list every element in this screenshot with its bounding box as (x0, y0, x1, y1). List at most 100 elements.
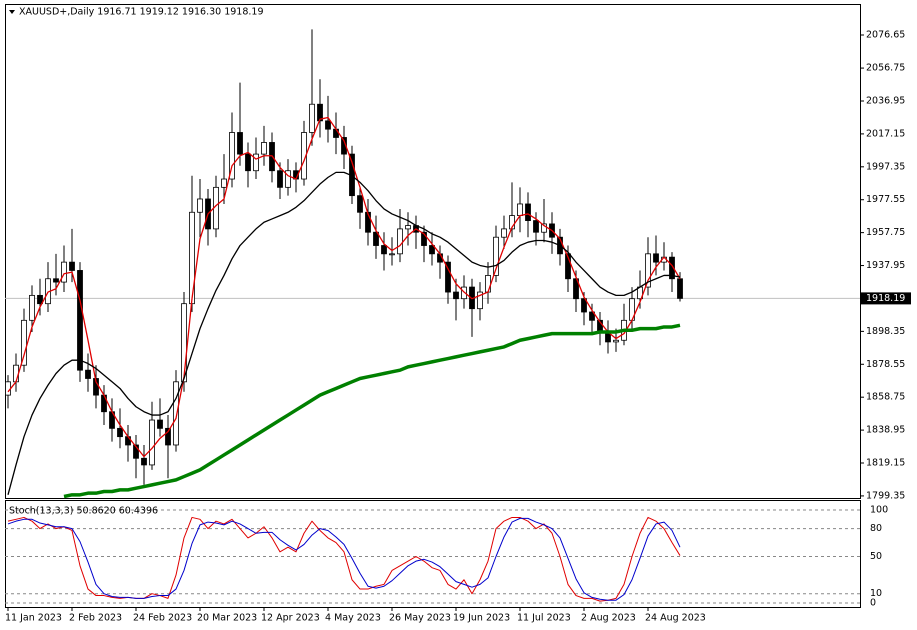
candle-body (501, 228, 507, 238)
y-tick-label: 1977.55 (866, 194, 905, 205)
candle-body (533, 220, 539, 233)
candle-body (21, 319, 27, 366)
candle-body (133, 444, 139, 459)
x-tick-label: 24 Aug 2023 (645, 613, 706, 624)
candle-body (445, 261, 451, 293)
y-tick-label: 1819.15 (866, 458, 905, 469)
candle-body (13, 364, 19, 383)
y-tick-label: 1799.35 (866, 490, 905, 501)
candle-body (253, 153, 259, 172)
candle-body (229, 132, 235, 180)
x-tick-label: 4 May 2023 (325, 613, 381, 624)
candle-body (157, 419, 163, 429)
candle-body (397, 228, 403, 255)
price-label-bg (861, 292, 911, 305)
x-tick-label: 11 Jan 2023 (5, 613, 62, 624)
candle-body (77, 270, 83, 371)
x-tick-label: 12 Apr 2023 (261, 613, 320, 624)
candle-body (429, 245, 435, 255)
candle-body (613, 339, 619, 343)
x-tick-label: 26 May 2023 (389, 613, 451, 624)
candle-body (493, 236, 499, 276)
moving-average (63, 323, 681, 499)
candle-body (165, 427, 171, 446)
candle-body (117, 427, 123, 438)
candle-body (541, 223, 547, 233)
candle-body (277, 170, 283, 188)
stoch-title: Stoch(13,3,3) 50.8620 60.4396 (9, 506, 158, 517)
y-tick-label: 0 (870, 598, 876, 609)
candle-body (333, 128, 339, 138)
candle-body (357, 195, 363, 213)
candle-body (69, 261, 75, 271)
y-tick-label: 100 (870, 505, 888, 516)
y-tick-label: 2056.75 (866, 63, 905, 74)
candle-body (197, 198, 203, 213)
candle-body (485, 275, 491, 293)
x-tick-label: 2 Aug 2023 (581, 613, 636, 624)
stoch-panel (5, 500, 861, 608)
candle-body (669, 256, 675, 280)
candle-body (181, 303, 187, 383)
moving-average (7, 116, 681, 458)
candle-body (477, 291, 483, 310)
candle-body (221, 178, 227, 188)
y-tick-label: 1957.75 (866, 227, 905, 238)
stoch-line (7, 517, 681, 601)
candle-body (581, 298, 587, 313)
x-tick-label: 19 Jun 2023 (453, 613, 510, 624)
x-tick-label: 2 Feb 2023 (69, 613, 122, 624)
candle-body (421, 231, 427, 246)
y-tick-label: 2036.95 (866, 95, 905, 106)
candle-body (309, 103, 315, 133)
candle-body (645, 253, 651, 288)
candle-body (653, 253, 659, 263)
candle-body (37, 294, 43, 305)
candle-body (405, 225, 411, 230)
x-tick-label: 24 Feb 2023 (133, 613, 192, 624)
y-tick-label: 1858.75 (866, 392, 905, 403)
candle-body (237, 132, 243, 155)
candle-body (677, 278, 683, 299)
candle-body (53, 278, 59, 283)
moving-average (7, 171, 681, 496)
y-tick-label: 2076.65 (866, 30, 905, 41)
candle-body (245, 153, 251, 172)
candle-body (85, 369, 91, 379)
plot-layer: 2076.65 2056.75 2036.95 2017.15 1997.35 1977.… (5, 29, 911, 624)
candle-body (453, 291, 459, 300)
candle-body (381, 245, 387, 255)
main-panel (5, 4, 861, 499)
y-tick-label: 1898.35 (866, 326, 905, 337)
y-tick-label: 1937.95 (866, 260, 905, 271)
candle-body (149, 419, 155, 466)
price-label-text: 1918.19 (866, 293, 905, 304)
candle-body (517, 203, 523, 216)
candle-body (61, 261, 67, 283)
y-tick-label: 10 (870, 588, 882, 599)
y-tick-label: 2017.15 (866, 128, 905, 139)
candle-body (29, 294, 35, 321)
candle-body (589, 311, 595, 321)
candle-body (5, 381, 11, 396)
candle-body (285, 170, 291, 188)
y-tick-label: 80 (870, 523, 882, 534)
y-tick-label: 1997.35 (866, 161, 905, 172)
candle-body (373, 231, 379, 246)
x-tick-label: 11 Jul 2023 (517, 613, 571, 624)
y-tick-label: 1838.95 (866, 425, 905, 436)
price-label: 1918.19 (861, 292, 911, 305)
candle-body (389, 253, 395, 256)
menu-arrow (9, 10, 15, 14)
chart-title: XAUUSD+,Daily 1916.71 1919.12 1916.30 19… (19, 7, 264, 18)
stoch-line (7, 516, 681, 602)
candle-body (173, 381, 179, 446)
candle-body (325, 120, 331, 130)
candle-body (525, 203, 531, 221)
x-tick-label: 20 Mar 2023 (197, 613, 257, 624)
y-tick-label: 50 (870, 551, 882, 562)
candle-body (261, 142, 267, 155)
candle-body (565, 253, 571, 280)
